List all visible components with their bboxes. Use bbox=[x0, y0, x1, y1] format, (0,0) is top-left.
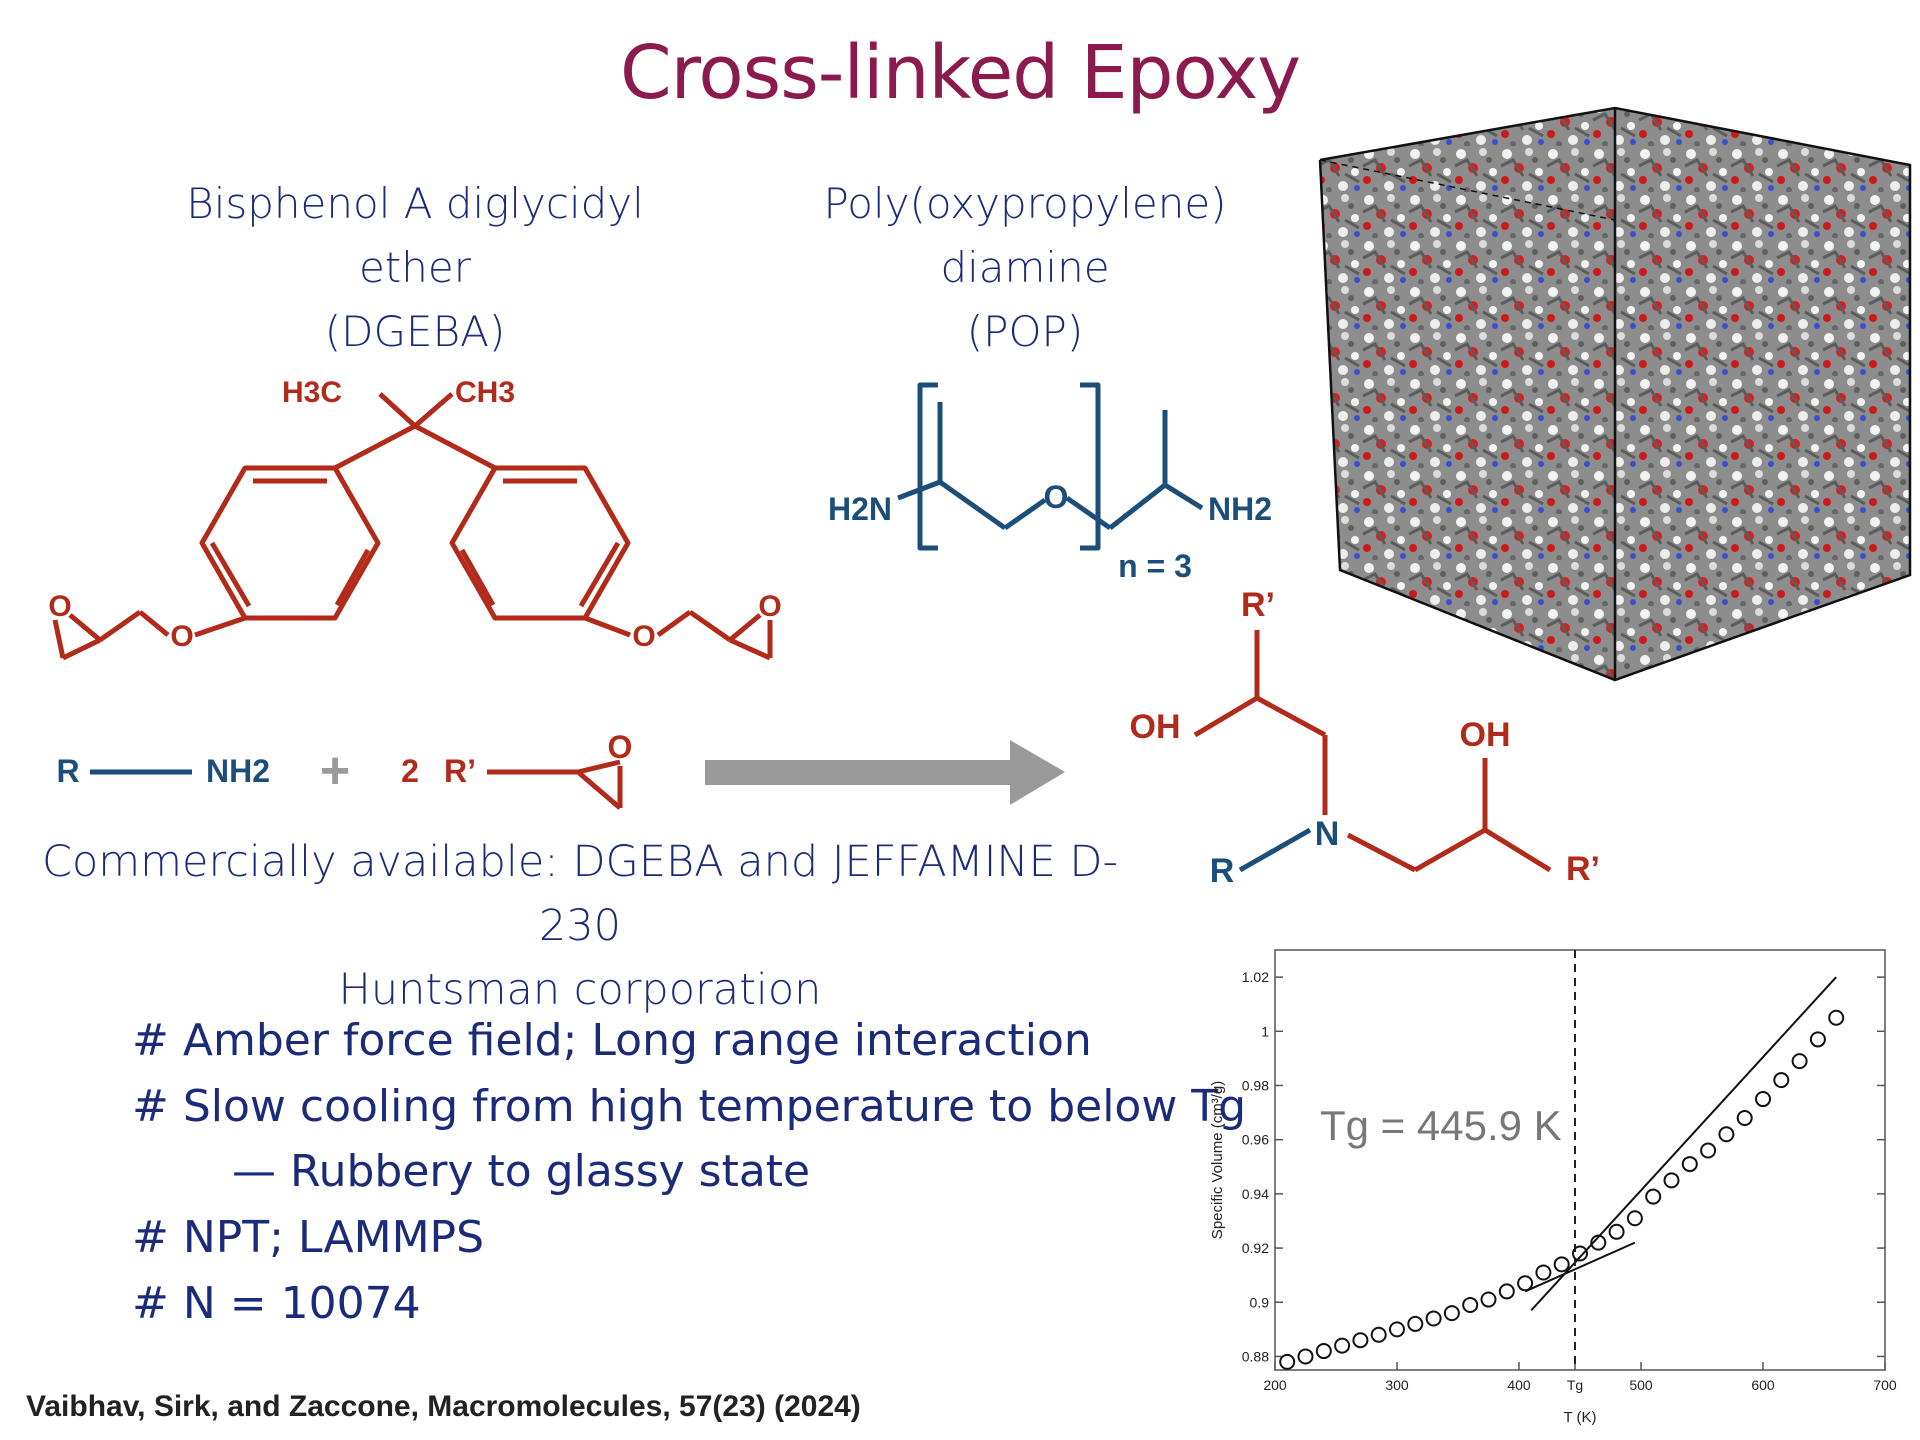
o-label-4: O bbox=[758, 590, 781, 623]
note-1: # Amber force field; Long range interact… bbox=[132, 1015, 1092, 1066]
note-5: # N = 10074 bbox=[132, 1278, 421, 1329]
data-point-20 bbox=[1645, 1188, 1662, 1205]
product-rprime-right: R’ bbox=[1566, 850, 1600, 888]
data-point-23 bbox=[1700, 1142, 1717, 1159]
data-point-6 bbox=[1389, 1321, 1405, 1338]
pop-caption: Poly(oxypropylene) diamine (POP) bbox=[740, 172, 1310, 364]
product-r-label: R bbox=[1210, 852, 1235, 890]
dgeba-caption: Bisphenol A diglycidyl ether (DGEBA) bbox=[130, 172, 700, 364]
specific-volume-chart: 200 300 400 Tg 500 600 700 0.88 0.9 0.92 0.94 0.96 0… bbox=[1209, 949, 1897, 1426]
reactant-nh2-label: NH2 bbox=[206, 753, 270, 789]
data-point-12 bbox=[1498, 1283, 1515, 1300]
commercial-line-2: Huntsman corporation bbox=[338, 965, 822, 1015]
y-axis-label: Specific Volume (cm³/g) bbox=[1209, 1081, 1226, 1239]
product-oh-right: OH bbox=[1460, 716, 1511, 754]
h3c-label: H3C bbox=[282, 376, 342, 409]
commercial-line-1: Commercially available: DGEBA and JEFFAM… bbox=[41, 837, 1119, 951]
y-tick-label-0: 0.88 bbox=[1242, 1348, 1269, 1364]
note-4: # NPT; LAMMPS bbox=[132, 1212, 484, 1263]
data-point-2 bbox=[1315, 1343, 1332, 1360]
rubbery-fit-line bbox=[1530, 976, 1837, 1312]
y-tick-label-1: 0.9 bbox=[1250, 1294, 1270, 1310]
md-simulation-box bbox=[1318, 106, 1912, 682]
data-point-22 bbox=[1681, 1156, 1698, 1173]
y-tick-label-6: 1 bbox=[1261, 1023, 1269, 1039]
x-tick-label-6: 700 bbox=[1873, 1377, 1897, 1393]
product-structure: R’ OH OH N R R’ bbox=[1130, 586, 1601, 890]
x-tick-label-0: 200 bbox=[1263, 1377, 1287, 1393]
commercial-info: Commercially available: DGEBA and JEFFAM… bbox=[20, 830, 1140, 1022]
reactant-r-label: R bbox=[56, 753, 79, 789]
data-point-29 bbox=[1809, 1031, 1826, 1048]
x-axis-label: T (K) bbox=[1563, 1409, 1596, 1426]
plot-frame bbox=[1274, 949, 1886, 1371]
o-label-3: O bbox=[632, 620, 655, 653]
y-tick-label-2: 0.92 bbox=[1242, 1240, 1269, 1256]
data-point-3 bbox=[1334, 1337, 1351, 1354]
data-point-14 bbox=[1535, 1264, 1552, 1281]
data-point-10 bbox=[1462, 1296, 1479, 1313]
data-point-4 bbox=[1352, 1332, 1369, 1349]
data-point-7 bbox=[1407, 1315, 1424, 1332]
coefficient-label: 2 bbox=[401, 753, 419, 789]
data-point-5 bbox=[1370, 1326, 1387, 1343]
reaction-arrow bbox=[705, 740, 1065, 805]
data-point-0 bbox=[1279, 1353, 1296, 1370]
x-tick-label-2: 400 bbox=[1507, 1377, 1531, 1393]
dgeba-abbr: (DGEBA) bbox=[324, 307, 506, 356]
reaction-scheme: R NH2 + 2 R’ O bbox=[56, 730, 1065, 810]
n-repeat-label: n = 3 bbox=[1118, 548, 1192, 584]
data-point-17 bbox=[1590, 1234, 1607, 1251]
product-rprime-top: R’ bbox=[1241, 586, 1275, 624]
epoxide-o-label: O bbox=[608, 730, 633, 765]
data-point-15 bbox=[1553, 1256, 1570, 1273]
o-label-1: O bbox=[170, 620, 193, 653]
x-tick-label-4: 500 bbox=[1629, 1377, 1653, 1393]
pop-structure: H2N O NH2 n = 3 bbox=[828, 382, 1272, 584]
note-3: — Rubbery to glassy state bbox=[232, 1146, 811, 1197]
ch3-label: CH3 bbox=[455, 376, 515, 409]
data-point-28 bbox=[1791, 1053, 1808, 1070]
page-title: Cross-linked Epoxy bbox=[619, 30, 1301, 116]
pop-o-label: O bbox=[1044, 479, 1069, 515]
data-point-11 bbox=[1480, 1291, 1497, 1308]
data-point-19 bbox=[1626, 1210, 1643, 1227]
data-point-27 bbox=[1773, 1072, 1790, 1089]
plus-sign: + bbox=[320, 742, 350, 800]
h2n-label: H2N bbox=[828, 491, 892, 527]
data-point-16 bbox=[1572, 1245, 1588, 1262]
data-point-24 bbox=[1718, 1126, 1735, 1143]
note-2: # Slow cooling from high temperature to … bbox=[132, 1081, 1247, 1132]
data-point-9 bbox=[1443, 1305, 1460, 1322]
x-tick-label-1: 300 bbox=[1385, 1377, 1409, 1393]
x-tick-label-5: 600 bbox=[1751, 1377, 1775, 1393]
reactant-rprime-label: R’ bbox=[444, 753, 476, 789]
y-tick-label-7: 1.02 bbox=[1242, 969, 1269, 985]
dgeba-name: Bisphenol A diglycidyl ether bbox=[186, 179, 644, 292]
o-label-2: O bbox=[48, 590, 71, 623]
dgeba-structure: H3C CH3 O O O O bbox=[48, 376, 782, 661]
tg-annotation: Tg = 445.9 K bbox=[1320, 1102, 1562, 1149]
product-oh-left: OH bbox=[1130, 708, 1181, 746]
y-tick-label-4: 0.96 bbox=[1242, 1132, 1269, 1148]
data-point-26 bbox=[1755, 1091, 1771, 1108]
data-point-13 bbox=[1517, 1275, 1534, 1292]
data-point-21 bbox=[1663, 1172, 1680, 1189]
data-point-8 bbox=[1425, 1310, 1442, 1327]
citation: Vaibhav, Sirk, and Zaccone, Macromolecul… bbox=[26, 1390, 861, 1423]
y-tick-label-3: 0.94 bbox=[1242, 1186, 1269, 1202]
data-point-1 bbox=[1297, 1348, 1314, 1365]
data-point-30 bbox=[1828, 1009, 1845, 1026]
data-point-25 bbox=[1736, 1110, 1753, 1126]
x-tick-label-3: Tg bbox=[1567, 1377, 1583, 1393]
y-tick-label-5: 0.98 bbox=[1242, 1077, 1269, 1093]
nh2-label: NH2 bbox=[1208, 491, 1272, 527]
glassy-fit-line bbox=[1524, 1241, 1636, 1293]
data-point-18 bbox=[1608, 1223, 1625, 1240]
pop-name: Poly(oxypropylene) diamine bbox=[823, 179, 1227, 292]
pop-abbr: (POP) bbox=[966, 307, 1084, 356]
product-n-label: N bbox=[1315, 815, 1340, 853]
